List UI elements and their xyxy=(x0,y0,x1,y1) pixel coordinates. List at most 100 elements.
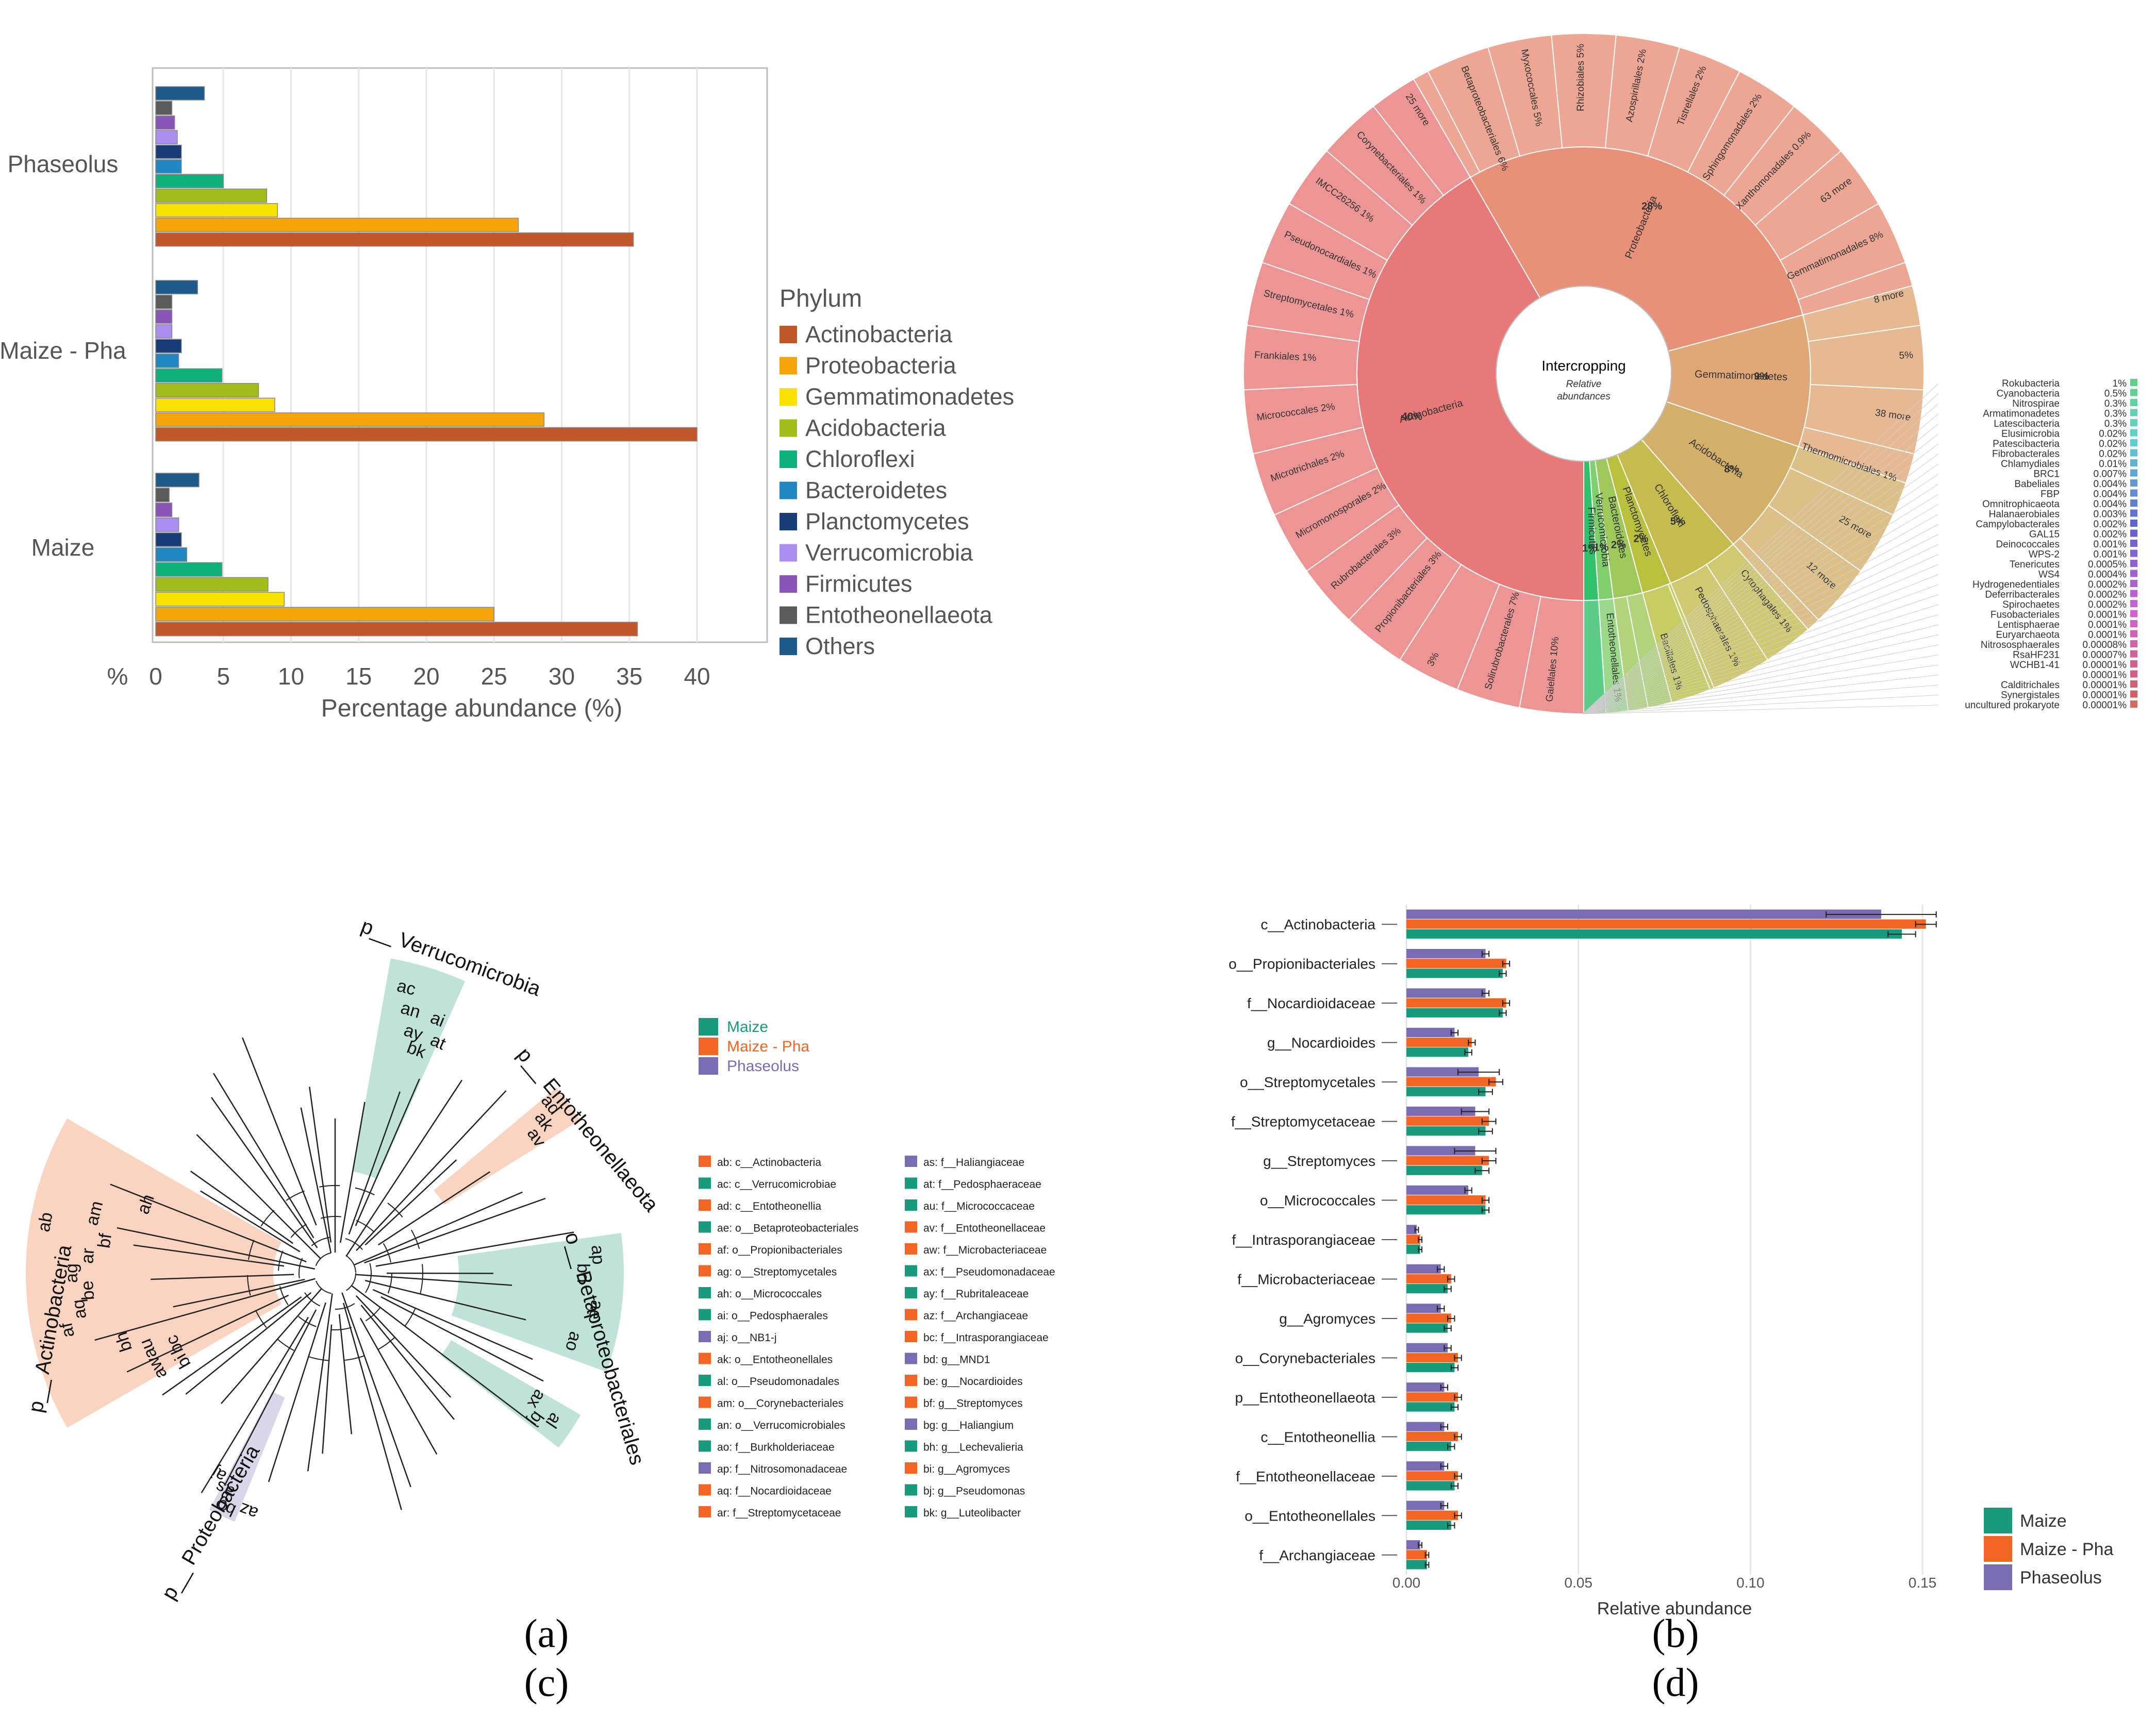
category-label: o__Streptomycetales xyxy=(1240,1074,1375,1090)
panel-c: acanaybkaiatadakavapbdaeaoalbjaxabafaqbe… xyxy=(24,914,1055,1603)
outer-divider xyxy=(1810,383,1924,391)
bar xyxy=(1406,1274,1451,1284)
tree-branch xyxy=(221,1288,322,1404)
bar xyxy=(155,503,173,518)
bar xyxy=(1406,1313,1451,1323)
key-entry: aw: f__Microbacteriaceae xyxy=(923,1244,1047,1256)
minor-taxon-name: uncultured prokaryote xyxy=(1965,700,2060,711)
minor-taxon-name: Armatimonadetes xyxy=(1983,409,2060,420)
legend-swatch xyxy=(780,450,797,468)
panel-b: Actinobacteria40%Proteobacteria28%Gemmat… xyxy=(1243,33,2137,715)
minor-taxon-name: Nitrospirae xyxy=(2012,398,2060,409)
outer-wedge xyxy=(1413,33,1913,316)
leader-line xyxy=(1582,695,1939,714)
inner-ring-pct: 9% xyxy=(1754,371,1769,382)
tree-branch xyxy=(355,1078,420,1226)
outer-divider xyxy=(1647,47,1680,157)
group-legend-swatch xyxy=(699,1057,718,1075)
bar xyxy=(1406,1165,1482,1175)
bar xyxy=(155,397,275,412)
minor-taxon-swatch xyxy=(2130,650,2137,658)
tree-branch xyxy=(377,1171,491,1246)
legend-label: Actinobacteria xyxy=(805,321,953,347)
bar xyxy=(1406,929,1902,939)
outer-divider xyxy=(1754,151,1842,226)
key-entry: aq: f__Nocardioidaceae xyxy=(717,1486,832,1497)
tree-branch xyxy=(110,1183,307,1263)
node-label: ae xyxy=(585,1299,607,1321)
category-label: f__Microbacteriaceae xyxy=(1237,1271,1375,1287)
bar xyxy=(1406,1382,1445,1392)
minor-taxon-swatch xyxy=(2130,520,2137,527)
minor-taxon-pct: 0.01% xyxy=(2099,459,2127,470)
node-label: ac xyxy=(395,976,418,999)
minor-taxon-swatch xyxy=(2130,389,2137,396)
bar xyxy=(1406,998,1506,1008)
panel-d: 0.00 0.05 0.10 0.15 Relative abundance c__Act… xyxy=(1229,905,2113,1618)
bar xyxy=(1406,1353,1458,1363)
leader-line xyxy=(1582,644,1939,714)
tree-branch xyxy=(133,1244,285,1267)
clade-verrucomicrobia xyxy=(353,958,466,1179)
legend-swatch xyxy=(780,575,797,593)
bar xyxy=(1406,959,1506,969)
tree-arc xyxy=(278,1216,392,1330)
x-tick-label: 0.15 xyxy=(1909,1575,1937,1591)
outer-divider xyxy=(1274,467,1378,516)
key-entry: au: f__Micrococcaceae xyxy=(923,1200,1035,1212)
minor-taxon-pct: 0.00001% xyxy=(2082,690,2127,701)
key-entry: ay: f__Rubritaleaceae xyxy=(923,1288,1029,1300)
minor-taxon-swatch xyxy=(2130,509,2137,517)
tree-branch xyxy=(196,1134,321,1259)
key-swatch xyxy=(905,1156,917,1167)
bar xyxy=(155,324,173,339)
key-swatch xyxy=(905,1484,917,1496)
minor-taxon-pct: 0.00007% xyxy=(2082,650,2127,661)
x-tick-label: 0.05 xyxy=(1564,1575,1593,1591)
bar xyxy=(155,159,182,174)
x-tick-label: 20 xyxy=(413,663,439,690)
tree-branch xyxy=(355,1274,512,1286)
node-label: ap xyxy=(587,1244,608,1265)
legend-label: Gemmatimonadetes xyxy=(805,383,1014,410)
key-swatch xyxy=(905,1177,917,1189)
key-entry: bc: f__Intrasporangiaceae xyxy=(923,1332,1049,1344)
key-entry: af: o__Propionibacteriales xyxy=(717,1244,842,1256)
outer-divider xyxy=(1723,106,1795,196)
leader-line xyxy=(1582,614,1939,714)
legend-swatch xyxy=(1984,1508,2012,1533)
minor-taxon-name: Lentisphaerae xyxy=(1998,620,2060,630)
bar xyxy=(1406,949,1486,959)
minor-taxon-name: Fibrobacterales xyxy=(1992,449,2060,460)
key-swatch xyxy=(699,1484,711,1496)
legend-label: Proteobacteria xyxy=(805,353,957,379)
bar xyxy=(1406,1500,1445,1510)
bar xyxy=(1406,1323,1448,1333)
category-label: c__Entotheonellia xyxy=(1261,1429,1375,1445)
tree-branch xyxy=(360,1305,455,1420)
minor-taxon-pct: 0.0004% xyxy=(2088,570,2127,580)
node-label: ag xyxy=(62,1263,81,1283)
legend-swatch xyxy=(780,544,797,562)
minor-taxon-name: Spirochaetes xyxy=(2002,599,2060,610)
minor-taxon-swatch xyxy=(2130,449,2137,457)
leader-line xyxy=(1582,554,1939,714)
key-entry: bd: g__MND1 xyxy=(923,1354,990,1366)
bar xyxy=(155,339,182,354)
minor-taxon-pct: 0.0001% xyxy=(2088,630,2127,641)
tree-branch xyxy=(364,1197,546,1264)
minor-taxon-name: Hydrogenedentiales xyxy=(1972,579,2060,590)
minor-taxon-swatch xyxy=(2130,409,2137,416)
inner-ring-pct: 28% xyxy=(1641,201,1662,212)
minor-taxon-swatch xyxy=(2130,680,2137,688)
bar xyxy=(155,280,198,295)
clade-betaproteobacteriales xyxy=(451,1233,624,1372)
leader-line xyxy=(1582,574,1939,714)
key-entry: ao: f__Burkholderiaceae xyxy=(717,1442,835,1454)
legend-swatch xyxy=(780,388,797,406)
outer-divider xyxy=(1253,426,1364,455)
key-swatch xyxy=(905,1353,917,1364)
clade-entotheonellaeota xyxy=(434,1088,580,1205)
bar xyxy=(1406,1481,1455,1491)
bar xyxy=(155,101,173,115)
